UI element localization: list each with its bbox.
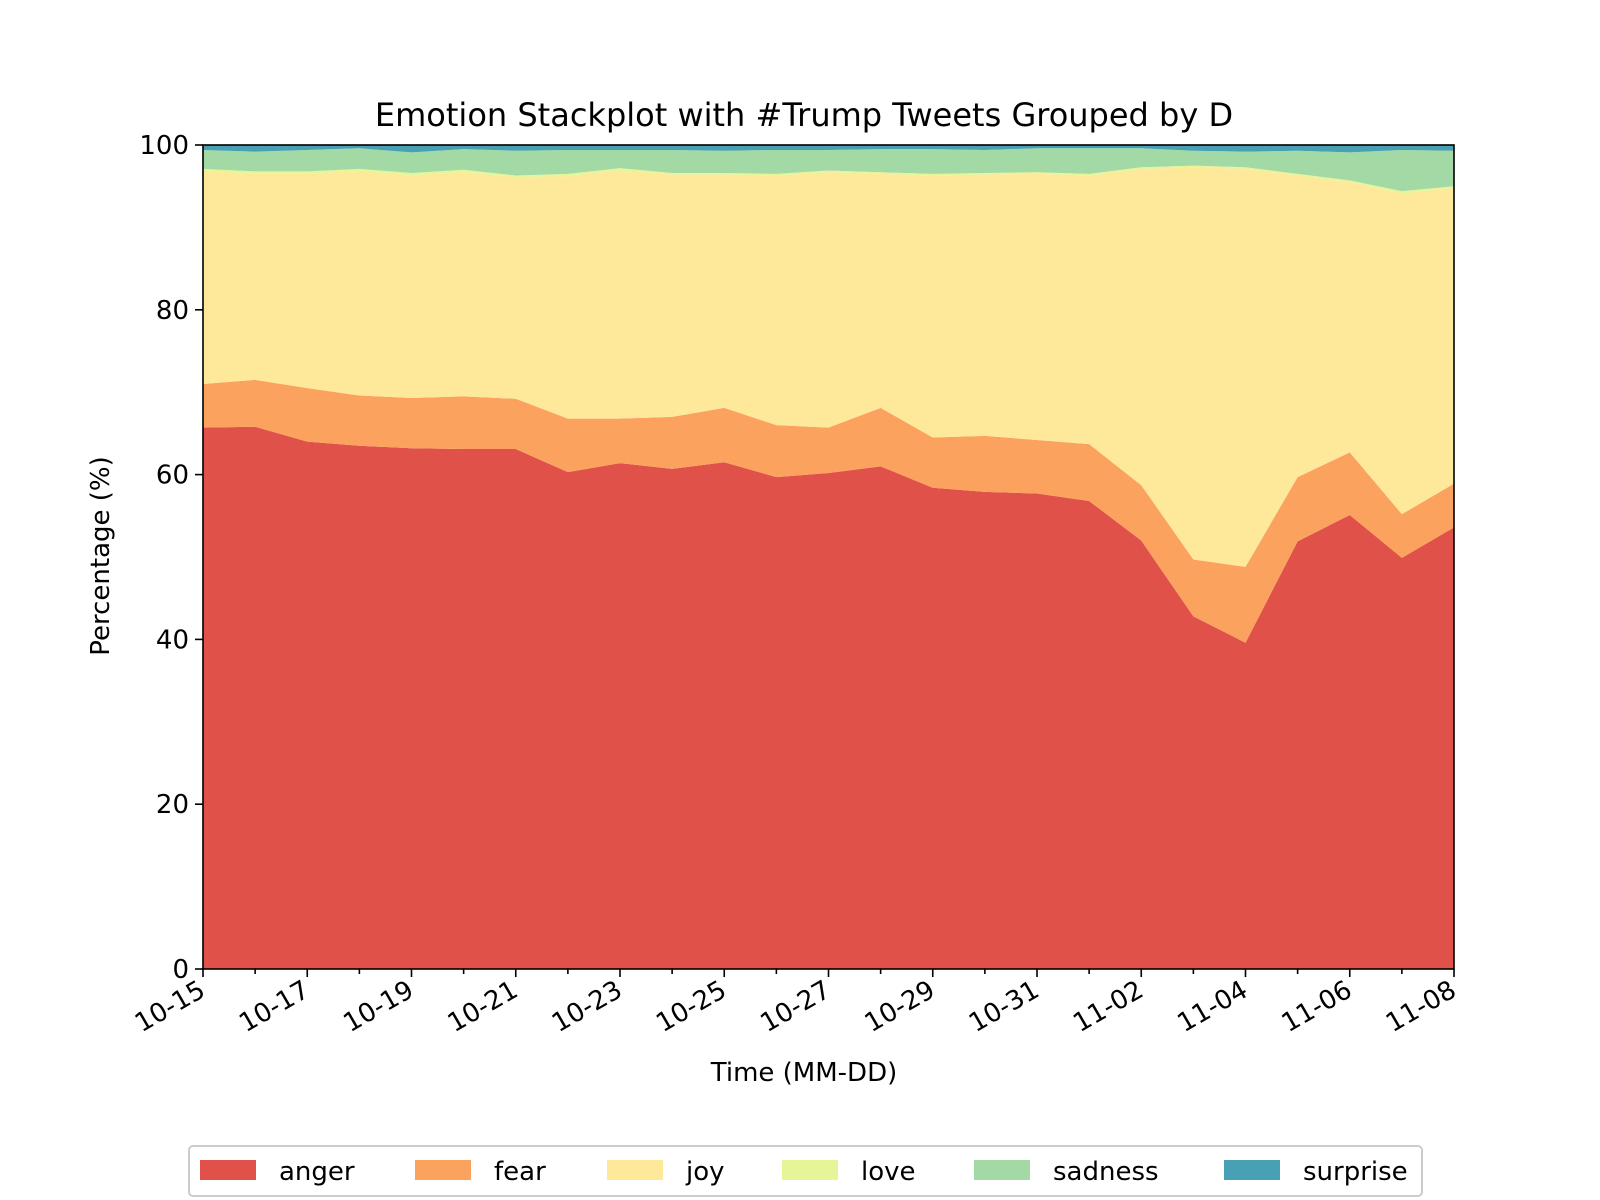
chart-title: Emotion Stackplot with #Trump Tweets Gro… [375,96,1233,134]
area-fear [203,379,1454,643]
legend-label-love: love [861,1157,916,1187]
y-tick-label: 60 [156,461,189,491]
y-axis-label: Percentage (%) [86,456,116,656]
x-tick-label: 10-15 [130,975,210,1039]
x-tick-label: 11-02 [1068,975,1148,1039]
x-axis-label: Time (MM-DD) [710,1058,897,1088]
legend-swatch-joy [607,1160,663,1180]
stacked-areas [203,145,1454,970]
legend-label-joy: joy [685,1157,725,1187]
legend-label-surprise: surprise [1303,1157,1408,1187]
y-tick-label: 100 [139,131,189,161]
x-tick-label: 10-19 [339,975,419,1039]
area-sadness [203,148,1454,192]
x-tick-label: 10-31 [964,975,1044,1039]
x-tick-label: 11-04 [1173,975,1253,1039]
y-tick-label: 80 [156,296,189,326]
legend-label-sadness: sadness [1053,1157,1159,1187]
x-tick-label: 10-17 [234,975,314,1039]
x-tick-label: 11-06 [1277,975,1357,1039]
x-axis: 10-15 10-17 10-19 10-21 10-23 10-25 10-27 10-29… [130,969,1462,1039]
area-anger [203,426,1454,970]
x-tick-label: 10-27 [756,975,836,1039]
x-tick-label: 10-25 [651,975,731,1039]
y-axis: 0 20 40 60 80 100 [139,131,203,985]
legend-swatch-fear [415,1160,471,1180]
y-tick-label: 0 [172,955,189,985]
plot-frame [202,144,1455,970]
x-tick-label: 10-23 [547,975,627,1039]
area-joy [203,167,1454,567]
legend-label-anger: anger [279,1157,355,1187]
y-tick-label: 20 [156,790,189,820]
legend-swatch-anger [200,1160,256,1180]
legend-label-fear: fear [494,1157,546,1187]
y-tick-label: 40 [156,625,189,655]
x-tick-label: 11-08 [1381,975,1461,1039]
area-love [203,165,1454,194]
legend: anger fear joy love sadness surprise [188,1145,1423,1197]
legend-swatch-sadness [974,1160,1030,1180]
legend-swatch-love [782,1160,838,1180]
area-surprise [203,145,1454,153]
x-tick-label: 10-21 [443,975,523,1039]
legend-swatch-surprise [1224,1160,1280,1180]
x-tick-label: 10-29 [860,975,940,1039]
